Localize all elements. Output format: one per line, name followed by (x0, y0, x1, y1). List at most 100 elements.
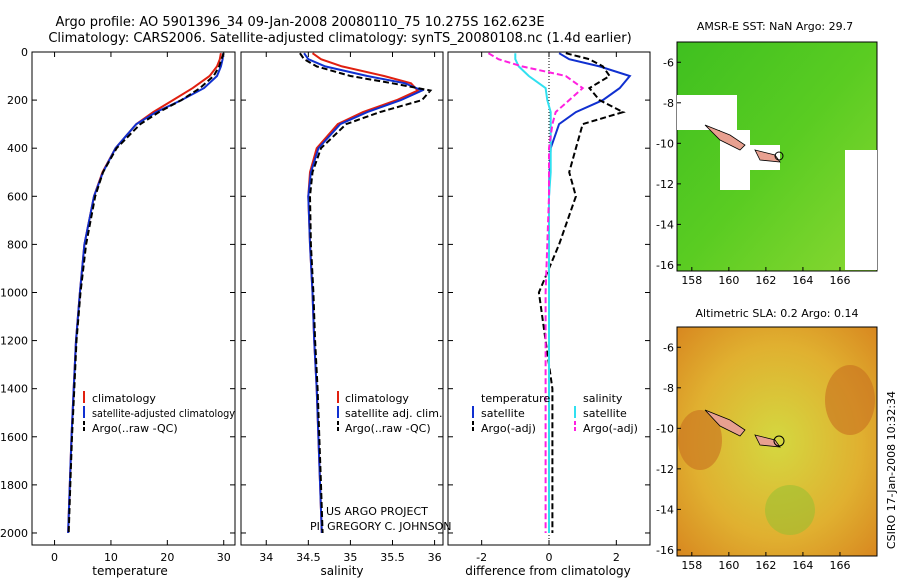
salinity-xlabel: salinity (320, 564, 363, 578)
salinity-legend: climatology satellite adj. clim. Argo(..… (337, 391, 442, 435)
y-tick-label: 200 (7, 94, 28, 107)
legend-climatology: climatology (92, 392, 156, 405)
map-x-tick-label: 164 (792, 559, 813, 572)
temperature-legend: climatology satellite-adjusted climatolo… (83, 391, 235, 435)
sla-island-1 (704, 409, 746, 437)
series-line-1 (537, 52, 626, 533)
y-tick-label: 1200 (0, 335, 28, 348)
csiro-stamp: CSIRO 17-Jan-2008 10:32:34 (885, 391, 898, 549)
sla-blob-2 (678, 410, 722, 470)
legend-sal-climatology: climatology (345, 392, 409, 405)
difference-lines (487, 52, 632, 533)
map-y-tick-label: -16 (656, 259, 674, 272)
map-x-tick-label: 158 (681, 274, 702, 287)
sst-island-1 (704, 124, 746, 151)
x-tick-label: 20 (160, 551, 174, 564)
sla-map-title: Altimetric SLA: 0.2 Argo: 0.14 (695, 307, 858, 320)
salinity-lines (299, 52, 433, 534)
x-tick-label: 34 (259, 551, 273, 564)
difference-legend: temperature satellite Argo(-adj) salinit… (472, 392, 638, 435)
pi-label: PI: GREGORY C. JOHNSON (310, 520, 451, 533)
map-y-tick-label: -6 (663, 56, 674, 69)
x-tick-label: 36 (428, 551, 442, 564)
y-tick-label: 800 (7, 238, 28, 251)
legend-sal-satellite: satellite adj. clim. (345, 407, 442, 420)
x-tick-label: 0 (51, 551, 58, 564)
difference-panel: -2 0 2 difference from climatology tempera… (447, 51, 651, 578)
series-line-2 (299, 52, 433, 534)
map-y-tick-label: -14 (656, 218, 674, 231)
map-x-tick-label: 166 (829, 559, 850, 572)
series-line-1 (303, 52, 425, 534)
y-tick-label: 1000 (0, 286, 28, 299)
sla-map-axes: 158 160 162 164 166 -6 -8 -10 -12 -14 -16 (656, 341, 850, 572)
x-tick-label: 10 (104, 551, 118, 564)
sla-map-features (678, 365, 875, 535)
y-tick-label: 1800 (0, 479, 28, 492)
sst-argo-marker (774, 151, 784, 161)
temperature-xlabel: temperature (92, 564, 167, 578)
legend-argo: Argo(..raw -QC) (92, 422, 178, 435)
y-tick-label: 400 (7, 142, 28, 155)
map-x-tick-label: 158 (681, 559, 702, 572)
difference-xlabel: difference from climatology (465, 564, 631, 578)
legend-salinity-title: salinity (583, 392, 623, 405)
legend-satellite: satellite-adjusted climatology (92, 407, 235, 420)
sst-cloud-mask (677, 95, 737, 130)
sst-map-title: AMSR-E SST: NaN Argo: 29.7 (697, 20, 853, 33)
legend-sal-argo: Argo(..raw -QC) (345, 422, 431, 435)
salinity-axes: 34 34.5 35 35.5 36 (241, 51, 443, 564)
sst-map-features (677, 95, 877, 270)
salinity-panel: 34 34.5 35 35.5 36 salinity climatology sate… (240, 51, 451, 578)
map-x-tick-label: 162 (755, 274, 776, 287)
y-tick-label: 1400 (0, 383, 28, 396)
sst-map: AMSR-E SST: NaN Argo: 29.7 158 160 162 164 1… (656, 20, 878, 287)
sla-map: Altimetric SLA: 0.2 Argo: 0.14 158 160 162… (656, 307, 878, 572)
map-y-tick-label: -12 (656, 463, 674, 476)
map-y-tick-label: -16 (656, 544, 674, 557)
map-x-tick-label: 166 (829, 274, 850, 287)
x-tick-label: -2 (476, 551, 487, 564)
sla-argo-marker (773, 435, 785, 447)
series-line-0 (548, 52, 632, 533)
x-tick-label: 2 (613, 551, 620, 564)
map-x-tick-label: 162 (755, 559, 776, 572)
map-y-tick-label: -8 (663, 382, 674, 395)
map-y-tick-label: -8 (663, 97, 674, 110)
sst-map-axes: 158 160 162 164 166 -6 -8 -10 -12 -14 -16 (656, 56, 850, 287)
y-tick-label: 1600 (0, 431, 28, 444)
salinity-plot-frame (240, 51, 444, 546)
x-tick-label: 35 (343, 551, 357, 564)
y-tick-label: 0 (21, 46, 28, 59)
difference-axes: -2 0 2 (448, 51, 650, 564)
series-line-0 (67, 53, 222, 534)
series-line-3 (487, 52, 585, 533)
map-x-tick-label: 164 (792, 274, 813, 287)
map-y-tick-label: -6 (663, 341, 674, 354)
legend-temperature-title: temperature (481, 392, 550, 405)
map-x-tick-label: 160 (718, 559, 739, 572)
series-line-0 (307, 52, 420, 534)
legend-sal-sat: satellite (583, 407, 627, 420)
legend-temp-satellite: satellite (481, 407, 525, 420)
sst-cloud-mask-3 (845, 150, 877, 270)
legend-sal-argoadj: Argo(-adj) (583, 422, 638, 435)
map-y-tick-label: -10 (656, 422, 674, 435)
x-tick-label: 30 (217, 551, 231, 564)
map-y-tick-label: -14 (656, 503, 674, 516)
map-y-tick-label: -12 (656, 178, 674, 191)
header-line2: Climatology: CARS2006. Satellite-adjuste… (48, 31, 631, 46)
sla-blob-3 (765, 485, 815, 535)
sla-island-2 (754, 434, 781, 448)
series-line-2 (514, 53, 552, 533)
x-tick-label: 0 (546, 551, 553, 564)
temperature-axes: 0 10 20 30 0 200 400 600 800 1000 1200 1400 1600 1800… (0, 46, 235, 564)
x-tick-label: 35.5 (380, 551, 405, 564)
y-tick-label: 600 (7, 190, 28, 203)
project-label: US ARGO PROJECT (326, 505, 428, 518)
temperature-lines (67, 52, 225, 534)
temperature-panel: 0 10 20 30 0 200 400 600 800 1000 1200 1400 1600 1800… (0, 46, 236, 578)
header-line1: Argo profile: AO 5901396_34 09-Jan-2008 … (55, 15, 544, 30)
series-line-2 (67, 52, 225, 534)
